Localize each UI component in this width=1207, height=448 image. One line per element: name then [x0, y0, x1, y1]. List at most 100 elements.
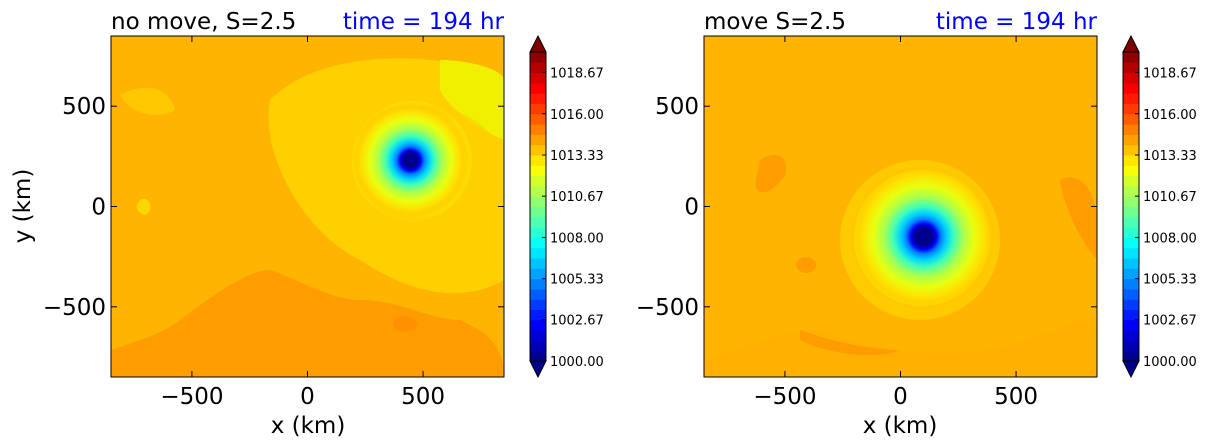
- colorbar-band: [530, 247, 546, 259]
- y-axis-label: y (km): [10, 169, 36, 244]
- colorbar-band: [1123, 82, 1139, 94]
- time-label: time = 194 hr: [343, 9, 505, 35]
- colorbar-tick-label: 1008.00: [1143, 231, 1197, 246]
- chart-title: move S=2.5: [704, 9, 846, 35]
- colorbar-band: [530, 350, 546, 362]
- colorbar-tick-label: 1008.00: [550, 231, 604, 246]
- colorbar-band: [1123, 175, 1139, 187]
- colorbar-tick-label: 1005.33: [550, 273, 604, 288]
- colorbar-band: [1123, 330, 1139, 341]
- pressure-field-region: [136, 198, 151, 215]
- colorbar-band: [530, 288, 546, 300]
- colorbar-band: [530, 299, 546, 310]
- colorbar-band: [530, 216, 546, 228]
- colorbar-tick-label: 1016.00: [550, 108, 604, 123]
- colorbar-band: [1123, 155, 1139, 166]
- colorbar-band: [1123, 144, 1139, 156]
- colorbar-tick-label: 1010.67: [1143, 190, 1197, 205]
- colorbar-band: [530, 103, 546, 115]
- y-tick-label: 500: [655, 94, 699, 120]
- colorbar-band: [1123, 52, 1139, 63]
- colorbar-band: [1123, 268, 1139, 280]
- colorbar-tick-label: 1002.67: [550, 314, 604, 329]
- colorbar-band: [530, 309, 546, 321]
- colorbar-band: [530, 93, 546, 104]
- colorbar-band: [1123, 72, 1139, 84]
- time-label: time = 194 hr: [936, 9, 1098, 35]
- colorbar-tick-label: 1010.67: [550, 190, 604, 205]
- y-tick-label: 500: [62, 94, 106, 120]
- colorbar-frame: [529, 51, 547, 362]
- colorbar-band: [530, 185, 546, 197]
- colorbar-band: [530, 155, 546, 166]
- axis-ticks: −500 0 500 −500 0 500: [43, 36, 504, 410]
- colorbar: 1000.00 1002.67 1005.33 1008.00 1010.67 1013.…: [1122, 34, 1197, 379]
- colorbar-tick-label: 1018.67: [1143, 67, 1197, 82]
- colorbar-band: [1123, 278, 1139, 290]
- colorbar-band: [530, 72, 546, 84]
- x-axis-label: x (km): [271, 413, 346, 439]
- colorbar-band: [530, 134, 546, 146]
- plot-area: [704, 36, 1097, 377]
- colorbar-band: [1123, 319, 1139, 331]
- y-tick-label: 0: [91, 195, 106, 221]
- colorbar-band: [530, 165, 546, 177]
- x-tick-label: −500: [753, 384, 816, 410]
- colorbar-band: [1123, 288, 1139, 300]
- x-tick-label: −500: [160, 384, 223, 410]
- x-tick-label: 500: [994, 384, 1038, 410]
- colorbar-band: [530, 258, 546, 269]
- colorbar-band: [530, 196, 546, 207]
- y-tick-label: 0: [684, 195, 699, 221]
- colorbar-extend-min: [529, 360, 547, 379]
- colorbar-band: [530, 278, 546, 290]
- colorbar-tick-label: 1013.33: [1143, 149, 1197, 164]
- y-tick-label: −500: [636, 295, 699, 321]
- colorbar-band: [530, 340, 546, 352]
- colorbar-band: [1123, 185, 1139, 197]
- colorbar-band: [1123, 124, 1139, 135]
- colorbar-band: [1123, 258, 1139, 269]
- colorbar-band: [530, 62, 546, 74]
- colorbar-tick-label: 1016.00: [1143, 108, 1197, 123]
- colorbar-band: [530, 237, 546, 249]
- colorbar-band: [1123, 206, 1139, 218]
- pressure-field-region: [120, 87, 175, 115]
- colorbar-band: [530, 330, 546, 341]
- colorbar-band: [530, 52, 546, 63]
- colorbar-extend-max: [1122, 34, 1140, 53]
- colorbar-frame: [1122, 51, 1140, 362]
- colorbar-tick-label: 1018.67: [550, 67, 604, 82]
- colorbar-extend-min: [1122, 360, 1140, 379]
- colorbar-band: [1123, 134, 1139, 146]
- pressure-field-region: [755, 155, 786, 193]
- pressure-field-region: [393, 316, 417, 332]
- colorbar-band: [1123, 93, 1139, 104]
- colorbar-band: [1123, 62, 1139, 74]
- panel-no-move: −500 0 500 −500 0 500 no move, S=2.5 time = 1…: [10, 9, 604, 439]
- pressure-field-region: [800, 330, 900, 356]
- colorbar-band: [530, 175, 546, 187]
- colorbar-band: [1123, 299, 1139, 310]
- colorbar-tick-label: 1000.00: [1143, 355, 1197, 370]
- chart-title: no move, S=2.5: [111, 9, 296, 35]
- pressure-field-region: [440, 60, 504, 140]
- y-tick-label: −500: [43, 295, 106, 321]
- colorbar-band: [1123, 247, 1139, 259]
- colorbar-band: [530, 82, 546, 94]
- colorbar-tick-label: 1005.33: [1143, 273, 1197, 288]
- panel-move: −500 0 500 −500 0 500 move S=2.5 time = 194 h…: [636, 9, 1197, 439]
- colorbar-tick-label: 1013.33: [550, 149, 604, 164]
- colorbar-band: [1123, 350, 1139, 362]
- plot-area: [111, 36, 504, 377]
- colorbar: 1000.00 1002.67 1005.33 1008.00 1010.67 1013.…: [529, 34, 604, 379]
- axis-ticks: −500 0 500 −500 0 500: [636, 36, 1097, 410]
- vortex-core: [851, 164, 996, 309]
- vortex-core: [352, 102, 469, 219]
- colorbar-band: [530, 268, 546, 280]
- colorbar-band: [530, 124, 546, 135]
- colorbar-band: [1123, 113, 1139, 125]
- colorbar-band: [1123, 165, 1139, 177]
- colorbar-band: [1123, 196, 1139, 207]
